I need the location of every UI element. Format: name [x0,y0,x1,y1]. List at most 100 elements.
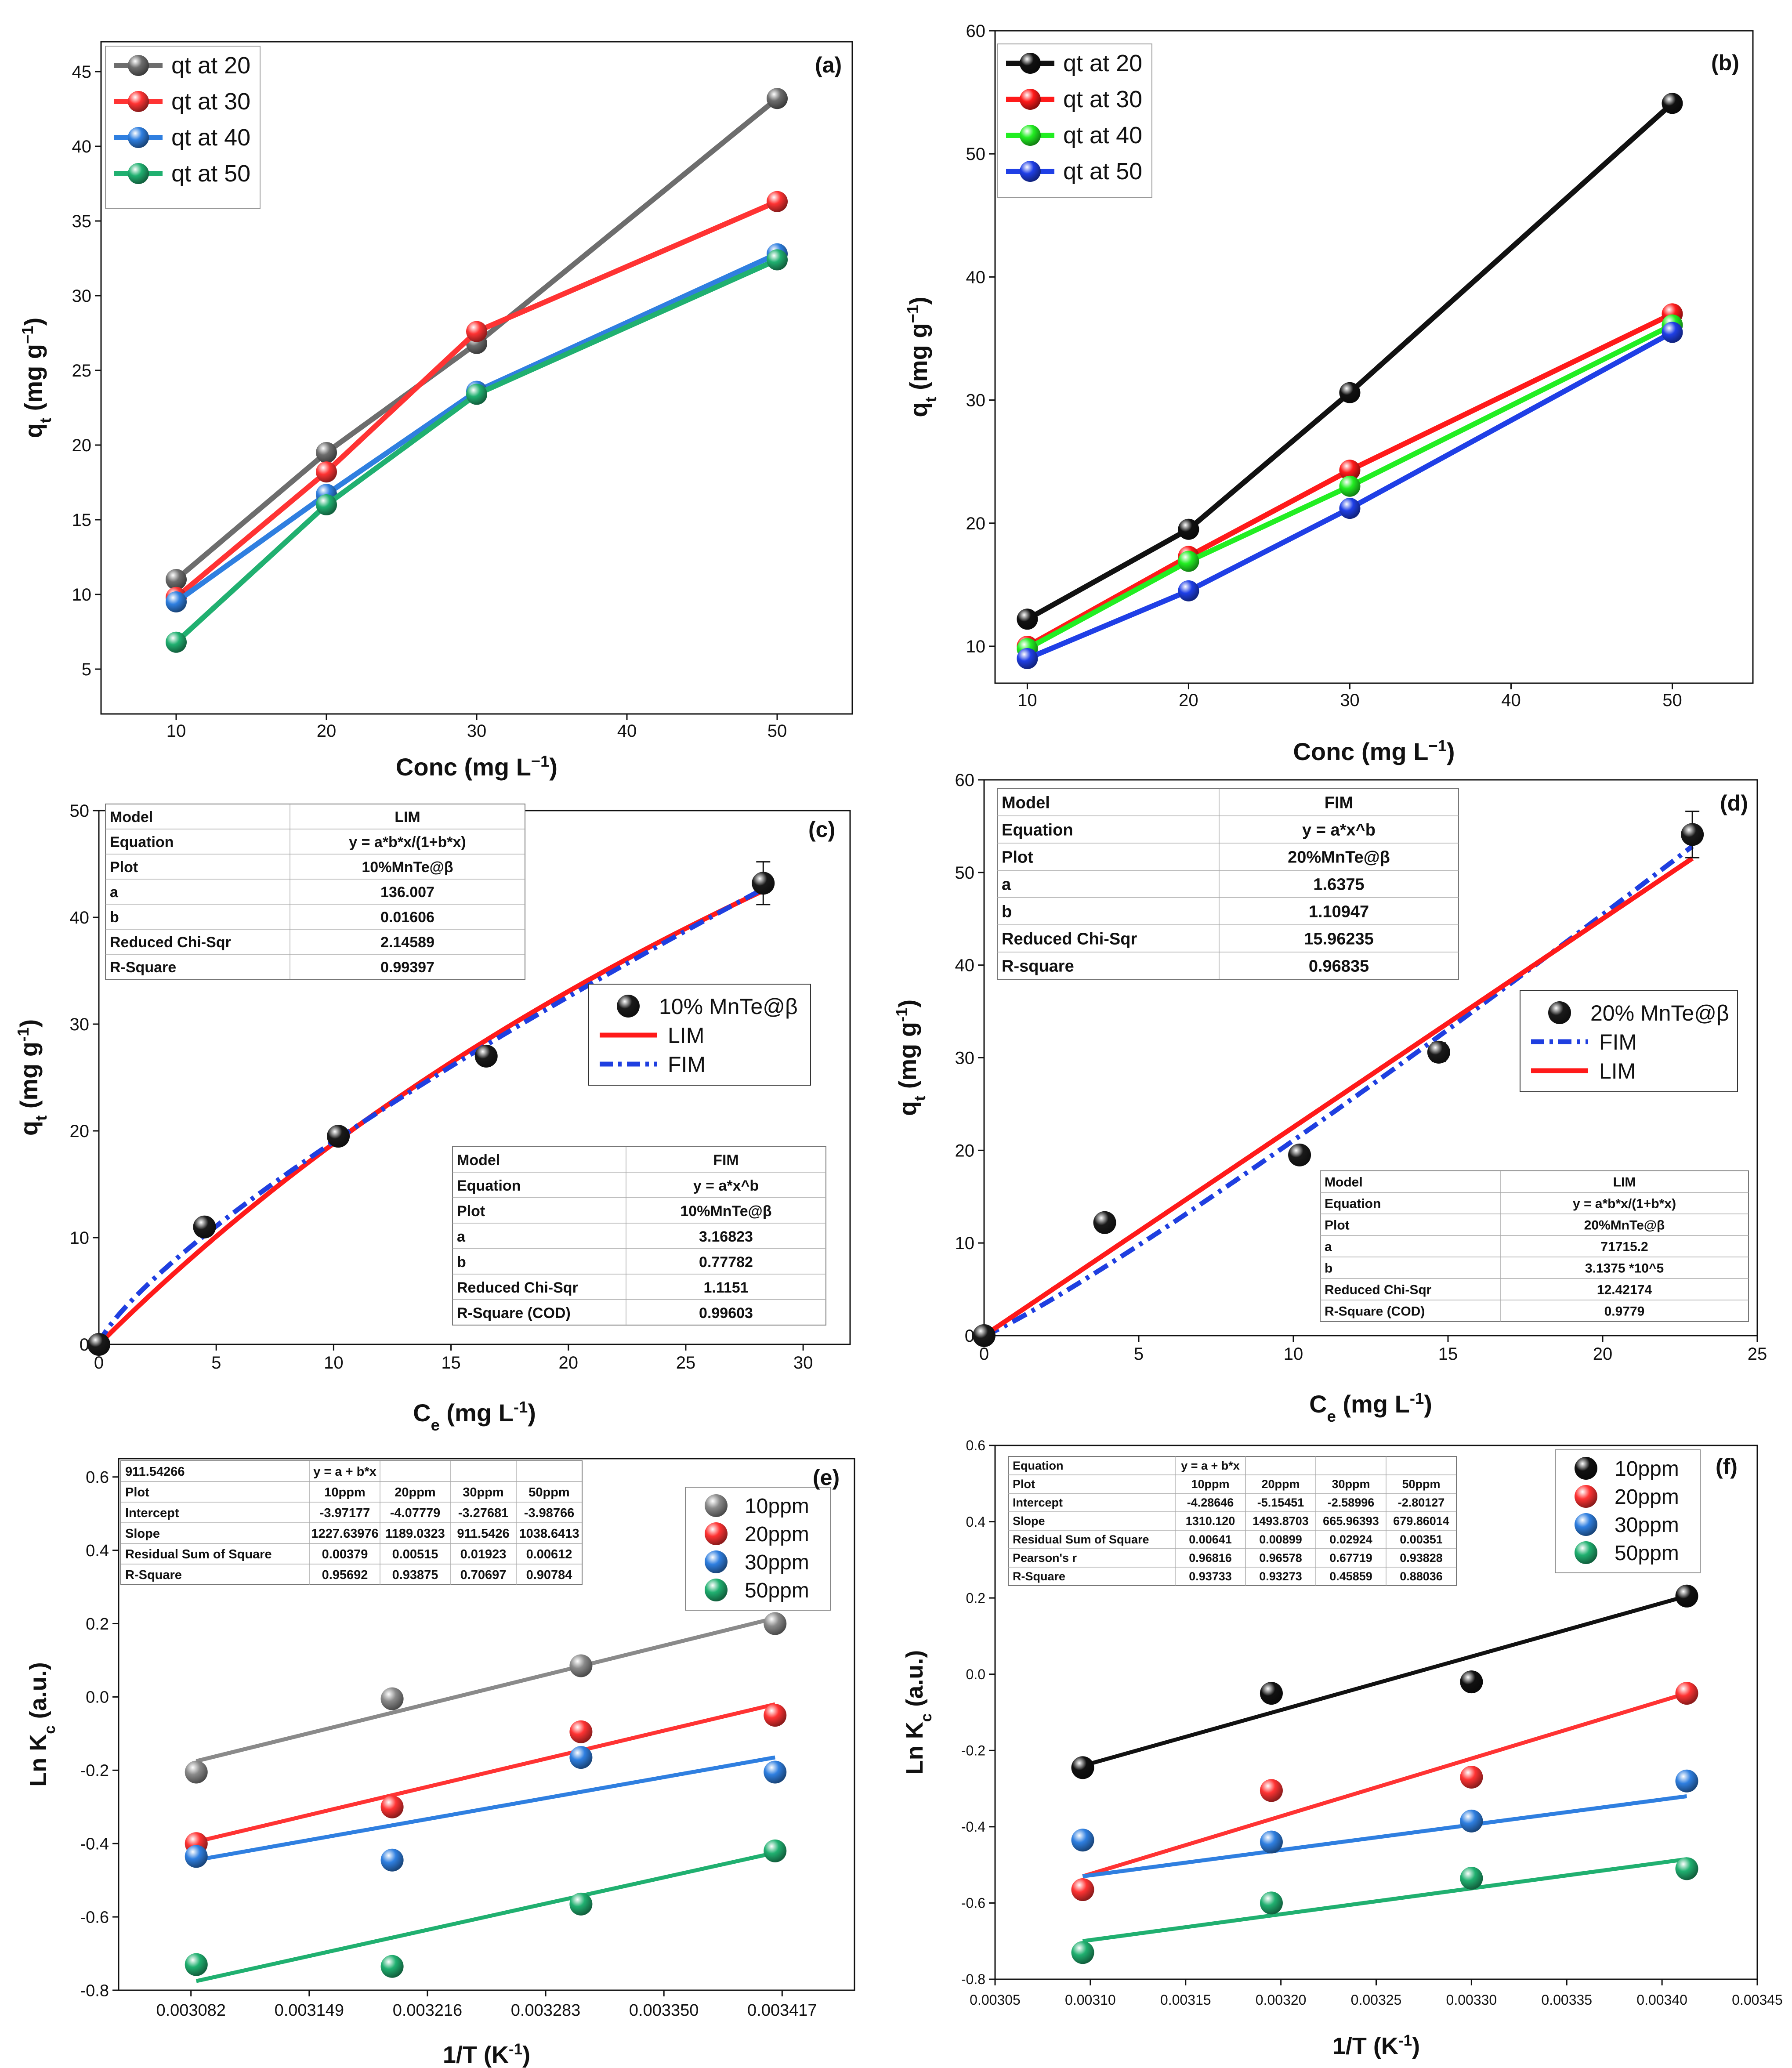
table-cell: 20%MnTe@β [1288,848,1390,867]
y-tick-label: 20 [72,436,92,455]
table-cell: 30ppm [1332,1478,1370,1491]
panel-label: (f) [1716,1454,1738,1479]
table-cell: 0.96816 [1189,1551,1232,1565]
axis-label-part: -1 [1410,1389,1424,1407]
panel-a: 10 20 30 40 50 5 10 15 20 25 30 35 40 45 qt at 20 qt at… [18,41,853,781]
data-point [1339,382,1361,403]
table-cell: 2.14589 [380,934,434,951]
data-point [767,249,788,271]
table-cell: Equation [1325,1196,1381,1211]
axis-label-part: q [15,1121,43,1136]
y-tick-label: 20 [955,1141,975,1160]
y-axis-label: qt (mg g-1) [14,1019,50,1136]
table-cell: 12.42174 [1597,1282,1652,1297]
x-tick-label: 0.00345 [1732,1992,1783,2008]
plot-frame [118,1458,855,1991]
table-cell: R-square [1002,957,1074,976]
table-cell: LIM [395,809,420,826]
table-cell: Plot [1013,1478,1035,1491]
y-axis-label: qt (mg g−1) [18,318,54,438]
axis-label-part: ) [894,1000,921,1008]
table-cell: 50ppm [529,1485,569,1499]
y-tick-label: 0.4 [966,1514,985,1530]
table-cell: 20ppm [1261,1478,1300,1491]
y-tick-label: 0.6 [86,1468,109,1487]
axis-label-part: q [894,1101,921,1116]
data-point [1662,322,1683,343]
data-point [1260,1830,1283,1854]
y-tick-label: 50 [70,801,90,821]
table-cell: 0.00641 [1189,1533,1232,1546]
axis-label-part: ) [1447,738,1455,765]
y-tick-label: 30 [70,1015,90,1034]
table-cell: 10%MnTe@β [362,859,453,876]
data-point [1339,475,1361,497]
table-cell: 0.77782 [699,1254,753,1271]
table-cell: Model [1002,794,1050,812]
data-point [166,631,187,653]
panel-label: (e) [813,1465,840,1490]
x-axis-label: Ce (mg L-1) [413,1398,536,1434]
legend-label: qt at 30 [171,88,250,115]
table-cell: Plot [125,1485,149,1499]
y-tick-label: 0.4 [86,1542,109,1560]
table-cell: a [1325,1239,1332,1254]
data-point [1427,1040,1450,1064]
table-cell: FIM [713,1152,739,1169]
legend-label: qt at 50 [1063,158,1142,185]
legend-label: 10ppm [1615,1457,1679,1481]
legend-label: 20% MnTe@β [1590,1001,1729,1025]
table-frame [452,1146,826,1326]
table-cell: 0.01606 [380,909,434,926]
panel-b: 10 20 30 40 50 10 20 30 40 50 60 qt at 20 qt at 30 qt… [904,22,1754,765]
table-cell: 0.95692 [322,1568,368,1582]
data-point [1460,1809,1483,1833]
legend-marker [1020,53,1041,74]
table-cell: y = a*x^b [1302,821,1376,840]
table-cell: 3.16823 [699,1228,753,1245]
y-tick-label: 30 [955,1049,975,1068]
legend-label: qt at 20 [1063,50,1142,76]
table-cell: 1310.120 [1186,1514,1235,1528]
legend-marker [1020,89,1041,110]
table-cell: 1227.63976 [311,1527,378,1541]
fit-curve-FIM [983,844,1694,1338]
y-tick-label: 10 [955,1234,975,1253]
y-tick-label: 45 [72,62,92,82]
table-cell: 50ppm [1402,1478,1440,1491]
axis-label-part: −1 [18,326,36,344]
axis-label-part: ) [19,318,47,326]
data-point [380,1795,404,1818]
axis-label-part: t [922,397,940,402]
y-axis-label: qt (mg g−1) [904,297,940,417]
data-point [1178,551,1199,572]
x-tick-label: 0.00305 [970,1992,1021,2008]
legend-label: qt at 50 [171,160,250,187]
table-cell: Pearson's r [1013,1551,1077,1565]
panel-c: 0 5 10 15 20 25 30 0 10 20 30 40 50 10% MnTe@β LIM FIM M… [14,801,851,1434]
x-tick-label: 20 [559,1353,579,1373]
data-point [1675,1857,1698,1880]
data-point [380,1687,404,1710]
axis-label-part: Ln K [25,1734,51,1787]
axis-label-part: Conc (mg L [1293,738,1428,765]
x-tick-label: 0.00315 [1160,1992,1211,2008]
axis-label-part: -1 [1398,2032,1412,2049]
x-tick-label: 5 [211,1353,221,1373]
legend-label: 20ppm [745,1523,809,1546]
data-point [474,1044,498,1068]
panel-d: 0 5 10 15 20 25 0 10 20 30 40 50 60 20% MnTe@β FIM LIM M… [893,771,1767,1425]
table-cell: 0.9779 [1604,1304,1645,1318]
data-point [316,442,337,463]
x-tick-label: 20 [1179,691,1198,710]
table-cell: Plot [1325,1218,1350,1232]
data-point [764,1760,787,1784]
table-cell: 0.90784 [526,1568,572,1582]
y-tick-label: 10 [72,585,92,605]
table-cell: 1.6375 [1313,876,1364,894]
table-cell: Equation [1013,1459,1064,1472]
data-point [1017,648,1038,669]
y-tick-label: 35 [72,212,92,231]
series-line-qt-at-20 [174,96,779,582]
legend-label: 50ppm [1615,1542,1679,1565]
